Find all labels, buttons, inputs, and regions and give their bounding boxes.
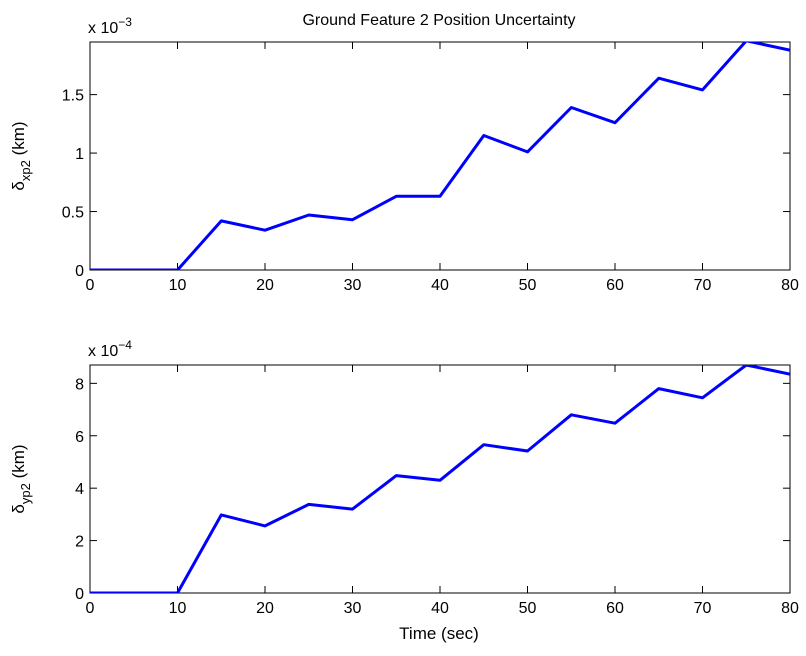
top-x-tick-label: 70 [694,277,712,294]
bottom-x-tick-label: 50 [519,600,537,617]
top-x-tick-label: 30 [344,277,362,294]
bottom-y-tick-label: 2 [75,534,84,551]
x-axis-label: Time (sec) [399,624,479,643]
top-y-tick-label: 0.5 [62,205,84,222]
bottom-x-tick-label: 0 [86,600,95,617]
top-x-tick-label: 10 [169,277,187,294]
bottom-y-tick-label: 6 [75,429,84,446]
top-y-tick-label: 1.5 [62,88,84,105]
top-x-tick-label: 40 [431,277,449,294]
top-plot-frame [89,41,791,271]
top-y-axis-label: δxp2 (km) [9,121,33,190]
top-x-tick-label: 50 [519,277,537,294]
bottom-y-tick-label: 4 [75,481,84,498]
chart-title: Ground Feature 2 Position Uncertainty [302,12,575,29]
top-panel: 0 10 20 30 40 50 60 70 80 0 0.5 1 1.5 x 10−3 δxp2 (km) [9,15,799,294]
top-x-tick-label: 0 [86,277,95,294]
bottom-panel: 0 10 20 30 40 50 60 70 80 0 2 4 6 8x 10−4 δyp2 (km) [9,338,799,617]
bottom-x-tick-label: 40 [431,600,449,617]
top-x-tick-label: 80 [781,277,799,294]
bottom-x-tick-label: 70 [694,600,712,617]
bottom-x-tick-label: 10 [169,600,187,617]
bottom-y-tick-label: 8 [75,376,84,393]
bottom-scale-label: x 10−4 [88,338,132,360]
bottom-x-tick-label: 80 [781,600,799,617]
top-x-tick-label: 60 [606,277,624,294]
bottom-x-tick-label: 30 [344,600,362,617]
top-scale-label: x 10−3 [88,15,132,37]
bottom-x-tick-label: 60 [606,600,624,617]
bottom-series-line [90,365,790,593]
top-series-line [90,42,790,270]
top-y-tick-label: 0 [75,263,84,280]
top-x-tick-label: 20 [256,277,274,294]
bottom-x-tick-label: 20 [256,600,274,617]
bottom-y-tick-label: 0 [75,586,84,603]
bottom-y-axis-label: δyp2 (km) [9,444,33,513]
top-y-tick-label: 1 [75,146,84,163]
